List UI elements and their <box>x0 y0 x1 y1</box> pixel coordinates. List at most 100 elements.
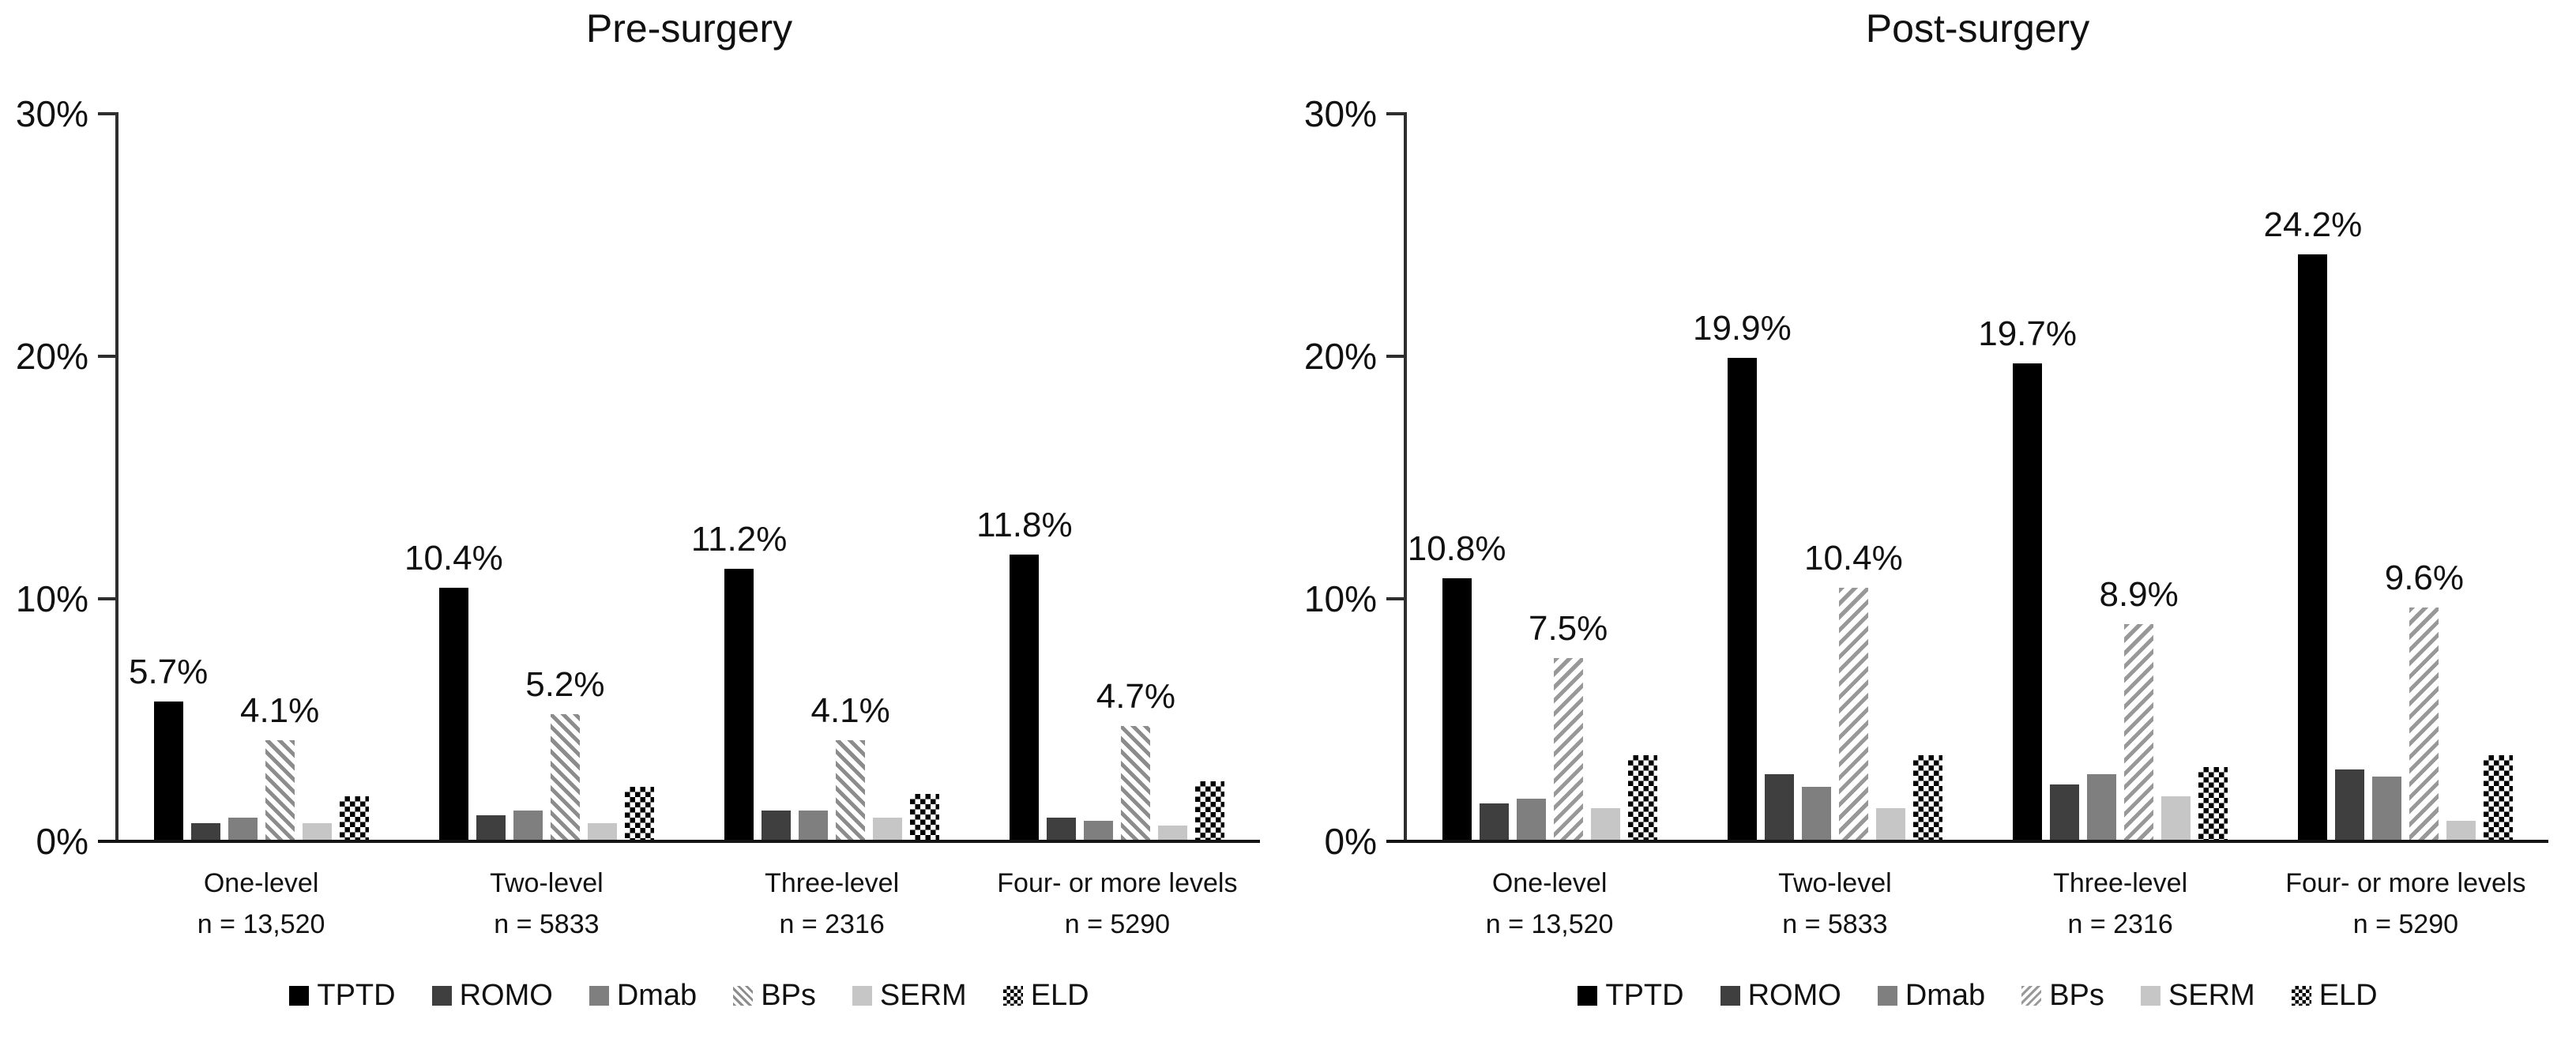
category-label: Two-level n = 5833 <box>1692 863 1977 945</box>
pre-surgery-chart: Pre-surgery 0% 10% 20% 30% 5.7% 4.1% 10.4% 5.2%… <box>15 6 1260 1013</box>
bar-serm-0 <box>1590 808 1620 840</box>
bar-dmab-0 <box>228 818 258 840</box>
category-axis: One-level n = 13,520 Two-level n = 5833 Thre… <box>1407 863 2548 945</box>
legend-item-serm: SERM <box>852 978 967 1013</box>
legend-label-eld: ELD <box>1030 979 1089 1012</box>
category-name: Two-level <box>490 868 604 898</box>
legend-item-bps: BPs <box>733 978 816 1013</box>
bar-serm-2 <box>2161 796 2191 840</box>
legend-item-eld: ELD <box>1002 978 1089 1013</box>
legend-swatch-bps <box>2021 985 2042 1006</box>
bar-group-three-level: 19.7% 8.9% <box>1978 114 2263 840</box>
category-name: Three-level <box>2053 868 2188 898</box>
bar-dmab-1 <box>513 811 543 840</box>
value-label-bps-3: 9.6% <box>2384 558 2465 597</box>
y-tick-label: 0% <box>1324 821 1377 862</box>
category-n-count: n = 5833 <box>1782 909 1888 939</box>
bar-group-one-level: 5.7% 4.1% <box>118 114 404 840</box>
legend-item-dmab: Dmab <box>1877 978 1985 1013</box>
bar-tptd-3: 11.8% <box>976 506 1073 840</box>
category-name: Four- or more levels <box>2285 868 2526 898</box>
y-tick-label: 0% <box>36 821 88 862</box>
legend-label-romo: ROMO <box>1747 979 1841 1012</box>
bar-bps-3: 4.7% <box>1096 679 1175 840</box>
bar-bps-0: 4.1% <box>240 693 319 840</box>
bar-romo-2 <box>2050 784 2080 840</box>
category-n-count: n = 13,520 <box>1485 909 1614 939</box>
bar-romo-0 <box>1479 803 1509 840</box>
category-label: Two-level n = 5833 <box>404 863 689 945</box>
value-label-tptd-1: 19.9% <box>1692 309 1792 348</box>
legend-item-serm: SERM <box>2140 978 2255 1013</box>
legend-item-romo: ROMO <box>1720 978 1841 1013</box>
category-label: Four- or more levels n = 5290 <box>2263 863 2548 945</box>
category-name: Two-level <box>1778 868 1892 898</box>
bar-tptd-0: 5.7% <box>129 654 208 840</box>
category-name: One-level <box>203 868 319 898</box>
bar-bps-1: 5.2% <box>525 666 605 840</box>
value-label-tptd-0: 5.7% <box>128 653 209 692</box>
bar-tptd-3: 24.2% <box>2263 206 2362 840</box>
legend-swatch-bps <box>733 985 754 1006</box>
bar-serm-1 <box>587 822 617 840</box>
value-label-bps-0: 4.1% <box>239 691 320 731</box>
value-label-bps-2: 8.9% <box>2099 575 2179 615</box>
bar-romo-3 <box>2335 769 2365 840</box>
bar-dmab-3 <box>1084 820 1114 840</box>
y-tick-label: 10% <box>1303 578 1377 619</box>
bar-tptd-2: 11.2% <box>691 521 787 840</box>
bar-serm-0 <box>302 822 332 840</box>
plot-area: 10.8% 7.5% 19.9% 10.4% 19.7% 8.9% 24.2% 9.6% <box>1407 114 2548 840</box>
y-tick-label: 20% <box>15 336 88 377</box>
bar-group-one-level: 10.8% 7.5% <box>1407 114 1692 840</box>
category-label: One-level n = 13,520 <box>1407 863 1692 945</box>
legend-swatch-dmab <box>589 985 609 1006</box>
bar-dmab-1 <box>1801 786 1831 840</box>
legend-label-tptd: TPTD <box>1605 979 1684 1012</box>
legend-label-eld: ELD <box>2318 979 2378 1012</box>
bar-eld-2 <box>2198 767 2228 840</box>
bar-eld-1 <box>624 786 654 840</box>
legend-swatch-eld <box>1002 985 1023 1006</box>
bar-group-two-level: 10.4% 5.2% <box>404 114 689 840</box>
legend-item-dmab: Dmab <box>589 978 697 1013</box>
bar-dmab-3 <box>2372 777 2402 840</box>
value-label-bps-1: 5.2% <box>525 664 605 704</box>
x-axis-line <box>1386 840 2548 843</box>
legend-label-dmab: Dmab <box>616 979 698 1012</box>
legend: TPTD ROMO Dmab BPs SERM ELD <box>1407 978 2548 1013</box>
bar-eld-3 <box>2484 754 2514 840</box>
chart-title-pre-surgery: Pre-surgery <box>585 6 793 51</box>
legend-swatch-dmab <box>1877 985 1897 1006</box>
legend-item-eld: ELD <box>2291 978 2378 1013</box>
bar-dmab-2 <box>799 811 829 840</box>
y-tick-label: 10% <box>15 578 88 619</box>
y-tick-mark <box>98 597 117 600</box>
bar-tptd-2: 19.7% <box>1978 315 2077 840</box>
category-n-count: n = 2316 <box>779 909 885 939</box>
y-tick-mark <box>1386 355 1405 358</box>
category-name: Four- or more levels <box>997 868 1238 898</box>
bar-group-three-level: 11.2% 4.1% <box>690 114 975 840</box>
value-label-tptd-0: 10.8% <box>1407 529 1506 569</box>
value-label-tptd-3: 24.2% <box>2263 205 2363 244</box>
bar-romo-0 <box>190 822 220 840</box>
legend-swatch-serm <box>852 985 872 1006</box>
value-label-bps-3: 4.7% <box>1096 677 1176 717</box>
category-name: Three-level <box>765 868 900 898</box>
bar-group-four-or-more-levels: 11.8% 4.7% <box>975 114 1260 840</box>
bar-eld-1 <box>1912 754 1942 840</box>
bar-romo-1 <box>1764 774 1794 840</box>
legend-swatch-romo <box>1720 985 1740 1006</box>
bar-bps-3: 9.6% <box>2385 559 2464 840</box>
category-n-count: n = 5290 <box>2352 909 2459 939</box>
legend-label-bps: BPs <box>761 979 816 1012</box>
category-label: Three-level n = 2316 <box>690 863 975 945</box>
bar-tptd-1: 19.9% <box>1693 310 1792 840</box>
value-label-bps-1: 10.4% <box>1803 539 1903 578</box>
bar-bps-0: 7.5% <box>1529 611 1608 840</box>
bar-group-four-or-more-levels: 24.2% 9.6% <box>2263 114 2548 840</box>
category-n-count: n = 5833 <box>494 909 600 939</box>
bar-serm-2 <box>873 818 903 840</box>
